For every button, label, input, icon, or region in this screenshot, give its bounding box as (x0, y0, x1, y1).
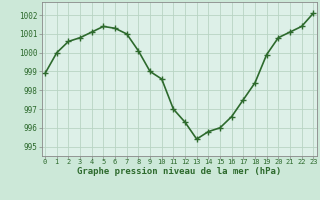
X-axis label: Graphe pression niveau de la mer (hPa): Graphe pression niveau de la mer (hPa) (77, 167, 281, 176)
